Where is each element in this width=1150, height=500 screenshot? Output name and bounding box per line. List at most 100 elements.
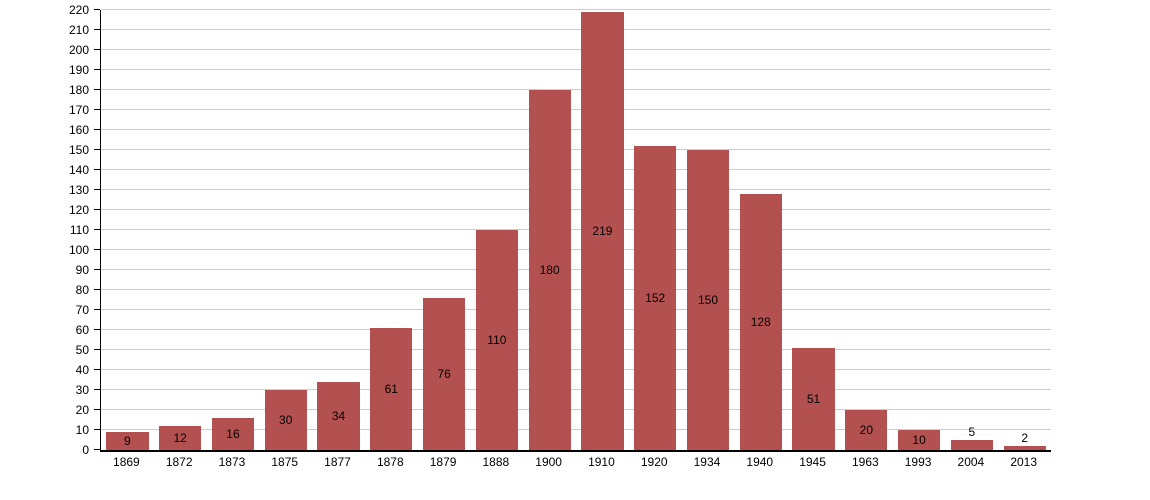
y-axis-tick-label: 170	[68, 103, 89, 117]
y-axis-tick-label: 60	[75, 323, 89, 337]
bar-2013: 2	[1003, 431, 1046, 450]
bar-slot: 110	[470, 10, 523, 450]
gridline	[101, 409, 1051, 410]
y-axis-tick-label: 40	[75, 363, 89, 377]
y-axis-tick	[94, 429, 100, 430]
bar-1910: 219	[581, 12, 624, 450]
x-axis-category-label: 1878	[376, 455, 404, 469]
gridline	[101, 229, 1051, 230]
gridline	[101, 109, 1051, 110]
y-axis-tick	[94, 389, 100, 390]
bar-2004: 5	[950, 425, 993, 450]
x-axis-category-label: 1873	[218, 455, 246, 469]
y-axis-tick-label: 120	[68, 203, 89, 217]
bar-value-label: 152	[645, 291, 666, 305]
gridline	[101, 269, 1051, 270]
bar-1900: 180	[528, 90, 571, 450]
bar-value-label: 110	[487, 333, 507, 347]
bar-slot: 2	[998, 10, 1051, 450]
y-axis-tick	[94, 69, 100, 70]
bar-1934: 150	[686, 150, 730, 450]
bar-value-label: 51	[806, 392, 821, 406]
y-axis-tick	[94, 49, 100, 50]
x-axis-category-label: 1993	[904, 455, 932, 469]
bar-1873: 16	[211, 418, 255, 450]
x-axis-category-label: 2013	[1010, 455, 1038, 469]
gridline	[101, 209, 1051, 210]
x-axis-category-label: 1934	[693, 455, 721, 469]
bar-value-label: 20	[859, 423, 873, 437]
bar-value-label: 76	[437, 367, 451, 381]
bar-value-label: 16	[226, 427, 240, 441]
bar-value-label: 180	[539, 263, 560, 277]
bar-1920: 152	[634, 146, 677, 450]
y-axis-tick	[94, 129, 100, 130]
bar-slot: 30	[259, 10, 312, 450]
y-axis-tick-label: 70	[75, 303, 89, 317]
gridline	[101, 129, 1051, 130]
y-axis-tick	[94, 149, 100, 150]
y-axis-tick	[94, 349, 100, 350]
x-axis-category-label: 1900	[535, 455, 562, 469]
gridline	[101, 29, 1051, 30]
bar-1878: 61	[370, 328, 413, 450]
y-axis-tick-label: 100	[68, 243, 89, 257]
bar-value-label: 10	[912, 433, 926, 447]
plot-area: 0 10 20 30 40 50 60 70 80 90 100 110 120 130 140 150 160…	[69, 3, 1051, 457]
bar-slot: 10	[893, 10, 946, 450]
bar-value-label: 128	[750, 315, 771, 329]
x-axis-category-label: 1879	[429, 455, 457, 469]
bar-value-label: 219	[592, 224, 613, 238]
y-axis-tick	[94, 89, 100, 90]
x-axis-category-label: 1940	[746, 455, 774, 469]
y-axis-tick-label: 130	[68, 183, 89, 197]
y-axis-tick	[94, 229, 100, 230]
y-axis-tick-label: 10	[75, 423, 89, 437]
x-axis-category-label: 1875	[271, 455, 299, 469]
gridline	[101, 309, 1051, 310]
y-axis-tick	[94, 9, 100, 10]
gridline	[101, 9, 1051, 10]
bar-value-label: 5	[968, 425, 976, 439]
x-axis-category-label: 1910	[588, 455, 615, 469]
bar-slot: 152	[629, 10, 682, 450]
y-axis-tick	[94, 449, 100, 450]
y-axis-tick	[94, 249, 100, 250]
bar-slot: 61	[365, 10, 418, 450]
y-axis-tick	[94, 289, 100, 290]
gridline	[101, 169, 1051, 170]
bar-value-label: 30	[279, 413, 293, 427]
gridline	[101, 289, 1051, 290]
y-axis: 0 10 20 30 40 50 60 70 80 90 100 110 120 130 140 150 160…	[69, 3, 1051, 457]
bar-slot: 180	[523, 10, 576, 450]
bar-1875: 30	[264, 390, 307, 450]
y-axis-tick	[94, 209, 100, 210]
bar-1945: 51	[792, 348, 835, 450]
gridline	[101, 329, 1051, 330]
y-axis-tick-label: 200	[68, 43, 89, 57]
x-axis-category-label: 1920	[640, 455, 668, 469]
y-axis-tick	[94, 409, 100, 410]
y-axis-tick	[94, 309, 100, 310]
bar-value-label: 2	[1021, 431, 1029, 445]
x-axis-category-label: 1888	[482, 455, 510, 469]
bar-slot: 12	[154, 10, 207, 450]
y-axis-tick-label: 220	[68, 3, 89, 17]
x-axis-category-label: 1872	[165, 455, 193, 469]
bar-1940: 128	[739, 194, 782, 450]
bar-value-label: 9	[124, 434, 131, 448]
bar-slot: 219	[576, 10, 629, 450]
bar-value-label: 12	[173, 431, 187, 445]
bar-slot: 5	[946, 10, 999, 450]
x-axis-category-label: 2004	[957, 455, 985, 469]
y-axis-tick	[94, 169, 100, 170]
y-axis-tick-label: 110	[69, 223, 89, 237]
y-axis-tick-label: 80	[75, 283, 89, 297]
y-axis-tick	[94, 329, 100, 330]
y-axis-tick-label: 30	[75, 383, 89, 397]
bar-1872: 12	[159, 426, 202, 450]
x-axis-category-label: 1877	[324, 455, 351, 469]
gridline	[101, 69, 1051, 70]
y-axis-tick-label: 140	[68, 163, 89, 177]
x-axis-category-label: 1963	[851, 455, 879, 469]
